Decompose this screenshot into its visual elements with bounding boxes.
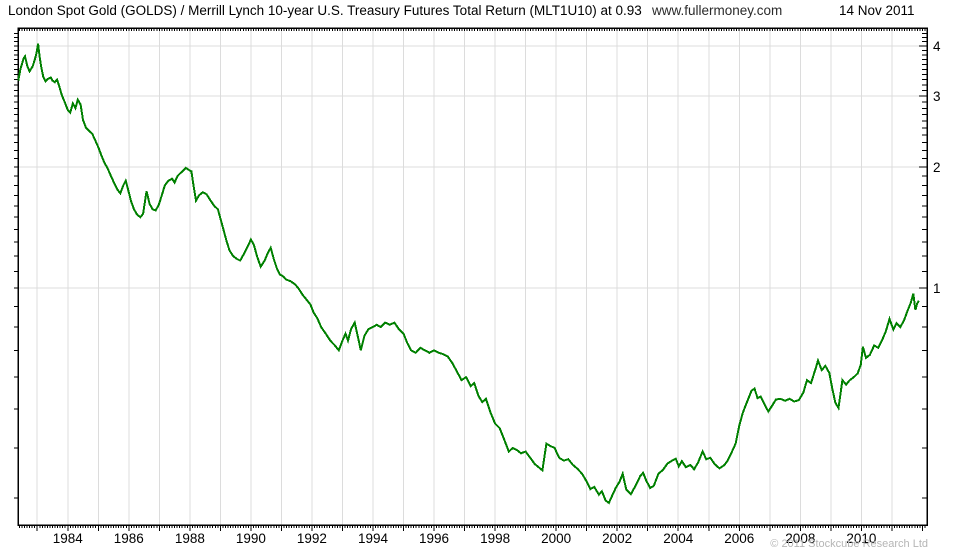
- x-axis-label: 2010: [846, 531, 876, 546]
- y-axis-label: 1: [933, 281, 941, 296]
- x-axis-label: 1992: [297, 531, 327, 546]
- x-axis-label: 1984: [53, 531, 84, 546]
- y-axis-label: 2: [933, 160, 941, 175]
- x-axis-label: 1988: [175, 531, 205, 546]
- x-axis-label: 2008: [785, 531, 815, 546]
- chart-date: 14 Nov 2011: [839, 3, 915, 18]
- copyright-notice: © 2011 Stockcube Research Ltd: [770, 538, 928, 550]
- x-axis-label: 2002: [602, 531, 632, 546]
- plot-border: [17, 27, 928, 526]
- y-axis-label: 3: [933, 89, 941, 104]
- x-axis-label: 2006: [724, 531, 754, 546]
- x-axis-label: 1994: [358, 531, 389, 546]
- website-watermark: www.fullermoney.com: [652, 3, 783, 18]
- x-axis-label: 1990: [236, 531, 266, 546]
- y-axis-label: 4: [933, 39, 941, 54]
- x-axis-label: 2000: [541, 531, 571, 546]
- x-axis-label: 1996: [419, 531, 449, 546]
- ratio-line: [17, 43, 920, 505]
- chart-title: London Spot Gold (GOLDS) / Merrill Lynch…: [8, 3, 642, 18]
- x-axis-label: 2004: [663, 531, 694, 546]
- x-axis-label: 1986: [114, 531, 144, 546]
- x-axis-label: 1998: [480, 531, 510, 546]
